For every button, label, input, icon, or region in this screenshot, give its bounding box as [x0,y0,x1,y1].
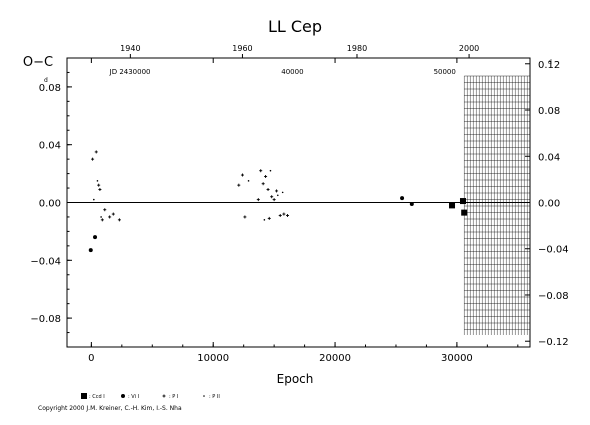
x-tick-label: 10000 [197,353,229,364]
data-points [88,150,468,253]
legend-label: : P II [209,394,220,400]
data-point-circle [88,248,93,253]
data-point-dot [269,169,272,172]
data-point-circle [400,196,405,201]
right-tick-label: 0.04 [538,152,560,163]
data-point-circle [93,235,98,240]
top-jd-label: 50000 [434,68,456,76]
top-jd-label: JD 2430000 [109,68,151,76]
y-tick-label: 0.04 [39,141,61,152]
top-year-label: 2000 [459,44,479,53]
legend-marker-dot [203,395,205,397]
data-point-square [449,202,456,209]
hatched-region [464,75,530,335]
chart-title: LL Cep [268,17,322,36]
right-tick-label: 0.00 [538,199,560,210]
right-tick-label: −0.12 [538,337,569,348]
right-axis-unit-superscript: d [548,59,552,66]
x-tick-label: 20000 [319,353,351,364]
right-tick-label: −0.08 [538,291,569,302]
data-point-dot [276,194,279,197]
data-point-dot [281,191,284,194]
top-year-label: 1940 [120,44,140,53]
data-point-dot [93,198,95,201]
top-year-label: 1980 [347,44,367,53]
data-point-dot [263,219,266,221]
data-point-dot [100,216,102,218]
y-tick-label: 0.08 [39,83,61,94]
data-point-square [461,209,468,216]
copyright-notice: Copyright 2000 J.M. Kreiner, C.-H. Kim, … [38,405,182,412]
x-tick-label: 0 [88,353,94,364]
legend-label: : Vi I [128,394,139,400]
legend-marker-square [81,393,87,399]
legend-marker-circle [121,394,125,398]
data-point-dot [96,180,99,182]
top-jd-label: 40000 [281,68,303,76]
data-point-square [459,198,466,205]
y-axis-label: O−C [23,55,53,70]
y-tick-label: −0.08 [30,314,61,325]
top-year-label: 1960 [232,44,252,53]
right-tick-label: −0.04 [538,245,569,256]
y-axis-unit-superscript: d [44,77,48,84]
y-tick-label: −0.04 [30,256,61,267]
data-point-dot [247,180,250,182]
y-tick-label: 0.00 [39,199,61,210]
x-axis-label: Epoch [277,372,314,386]
legend-label: : Ccd I [89,394,105,400]
right-tick-label: 0.08 [538,106,560,117]
right-tick-label: 0.12 [538,60,560,71]
x-tick-label: 30000 [441,353,473,364]
axes: 0 10000 20000 30000 −0.08 −0.04 0.00 0.04 0.08 −0… [30,44,568,364]
data-point-circle [409,201,414,206]
legend: : Ccd I : Vi I : P I : P II [81,393,220,400]
legend-label: : P I [169,394,178,400]
